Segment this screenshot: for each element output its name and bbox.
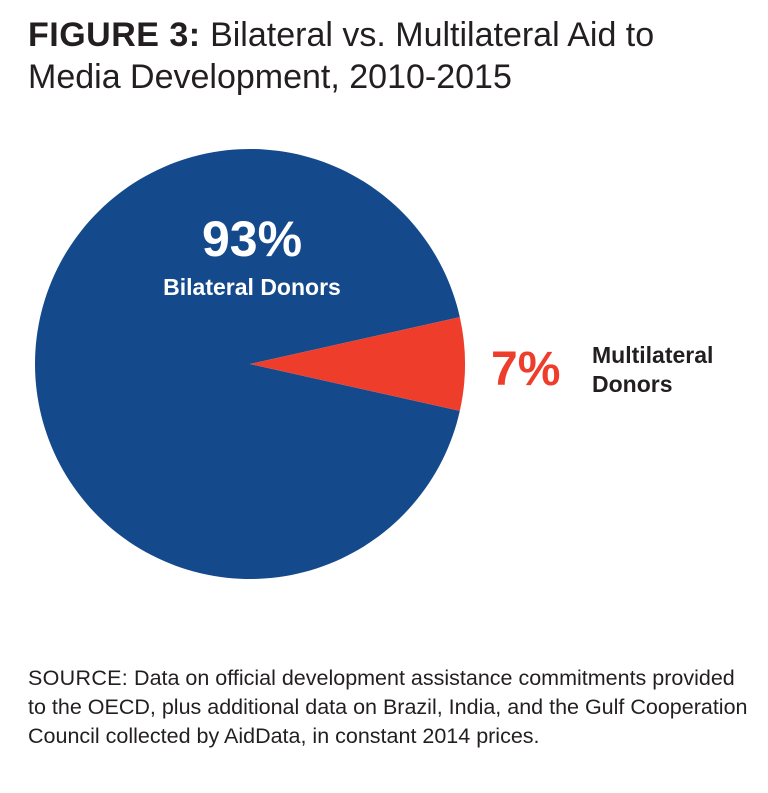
source-label: SOURCE: bbox=[28, 666, 129, 690]
pie-value-label-bilateral: 93% bbox=[202, 211, 302, 267]
pie-slice-bilateral bbox=[34, 148, 460, 579]
figure-title-text: Bilateral vs. Multilateral Aid to Media … bbox=[28, 16, 655, 96]
figure-title: FIGURE 3: Bilateral vs. Multilateral Aid… bbox=[28, 14, 748, 98]
pie-slice-multilateral bbox=[250, 317, 465, 411]
pie-slice-label-multilateral: Multilateral Donors bbox=[592, 342, 713, 397]
pie-slice-label-bilateral: Bilateral Donors bbox=[163, 274, 341, 300]
figure-number: FIGURE 3: bbox=[28, 16, 201, 54]
pie-value-label-multilateral: 7% bbox=[491, 343, 560, 396]
source-text: Data on official development assistance … bbox=[28, 666, 748, 748]
source-note: SOURCE: Data on official development ass… bbox=[28, 664, 753, 751]
